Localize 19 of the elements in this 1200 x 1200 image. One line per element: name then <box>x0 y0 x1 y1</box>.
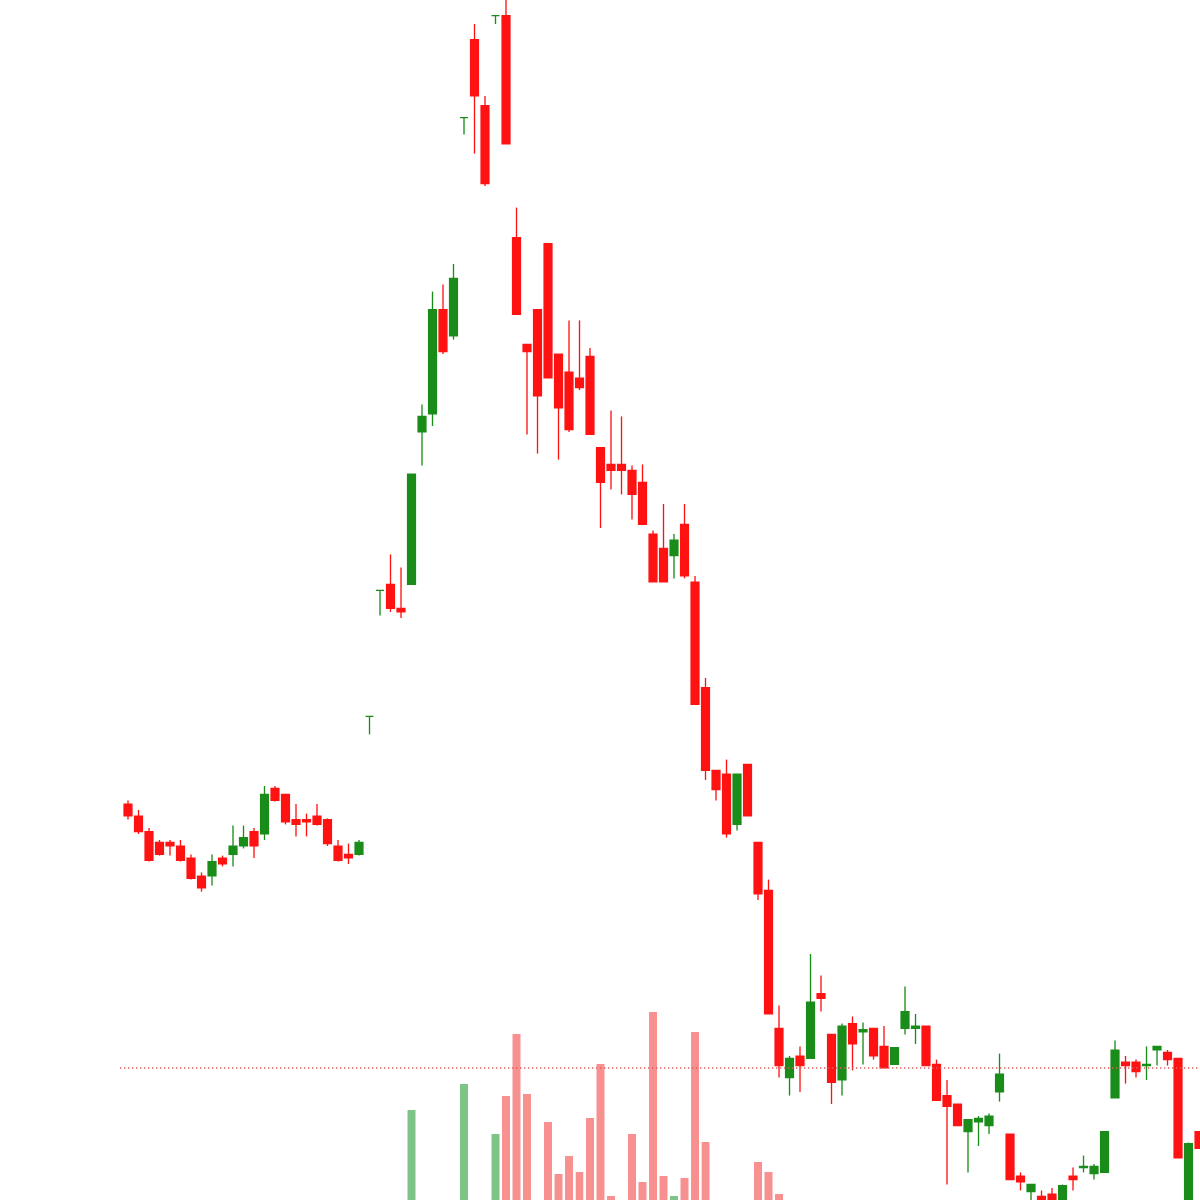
candlestick <box>994 1052 1005 1103</box>
candlestick <box>774 1004 784 1079</box>
candlestick <box>669 533 679 580</box>
bar <box>491 1134 500 1200</box>
candlestick <box>438 283 448 355</box>
candlestick <box>1152 1045 1162 1067</box>
candlestick <box>1110 1039 1120 1099</box>
candlestick <box>826 1033 837 1105</box>
candlestick <box>417 403 427 467</box>
candlestick <box>259 785 270 841</box>
candlestick <box>816 974 826 1013</box>
candlestick <box>795 1045 805 1093</box>
bar <box>460 1084 468 1200</box>
candlestick <box>207 853 217 887</box>
candlestick <box>858 1021 868 1066</box>
candlestick <box>1068 1166 1078 1192</box>
candlestick <box>847 1015 858 1072</box>
candlestick <box>249 827 259 859</box>
candlestick <box>784 1055 795 1097</box>
